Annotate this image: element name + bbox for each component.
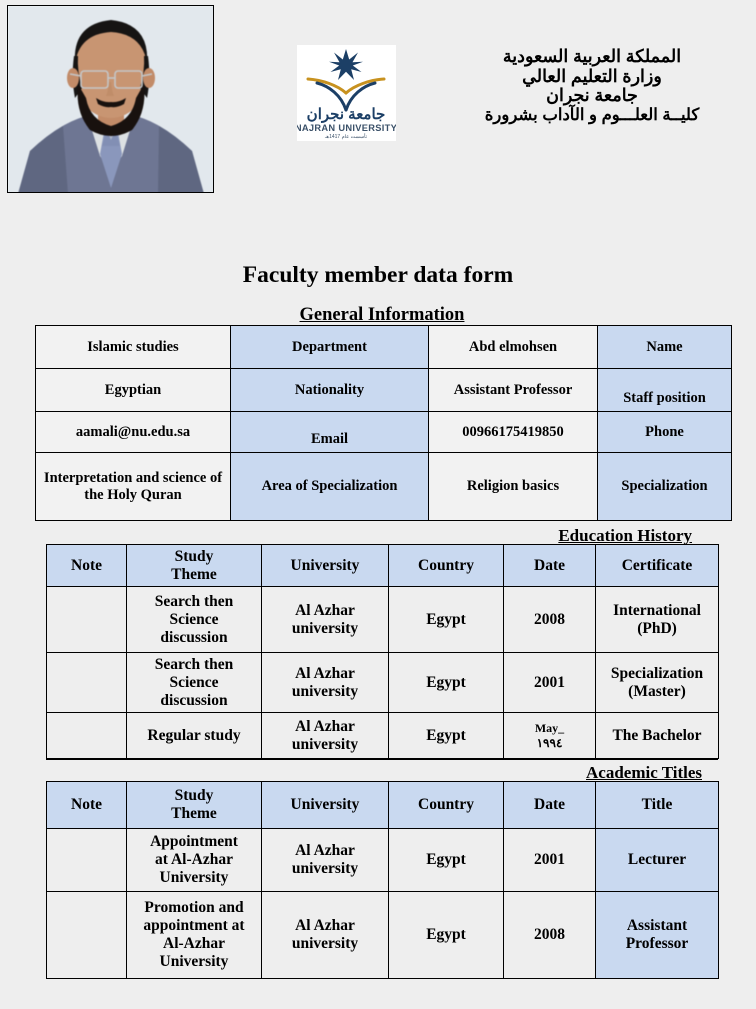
svg-text:تأسست عام 1417هـ: تأسست عام 1417هـ: [324, 132, 368, 140]
svg-text:NAJRAN UNIVERSITY: NAJRAN UNIVERSITY: [297, 123, 396, 133]
svg-text:جامعة نجران: جامعة نجران: [307, 106, 386, 123]
